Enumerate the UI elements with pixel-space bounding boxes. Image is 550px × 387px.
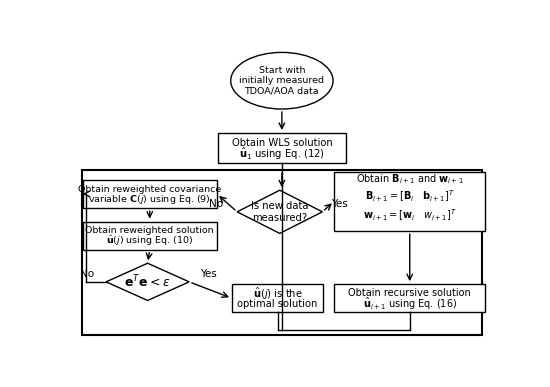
- Text: $\mathbf{B}_{i+1}=\left[\mathbf{B}_i \quad \mathbf{b}_{i+1}\right]^T$: $\mathbf{B}_{i+1}=\left[\mathbf{B}_i \qu…: [365, 188, 455, 204]
- Text: Is new data
measured?: Is new data measured?: [251, 201, 309, 223]
- Text: Yes: Yes: [200, 269, 217, 279]
- Text: Obtain reweighted solution: Obtain reweighted solution: [85, 226, 214, 235]
- Text: $\hat{\mathbf{u}}$($j$) is the: $\hat{\mathbf{u}}$($j$) is the: [252, 285, 302, 301]
- Text: $\hat{\mathbf{u}}_1$ using Eq. (12): $\hat{\mathbf{u}}_1$ using Eq. (12): [239, 146, 325, 162]
- Text: Obtain $\mathbf{B}_{i+1}$ and $\mathbf{w}_{i+1}$: Obtain $\mathbf{B}_{i+1}$ and $\mathbf{w…: [356, 172, 464, 186]
- Bar: [82, 180, 217, 208]
- Bar: [82, 221, 217, 250]
- Text: $\hat{\mathbf{u}}$($j$) using Eq. (10): $\hat{\mathbf{u}}$($j$) using Eq. (10): [106, 234, 194, 248]
- Bar: [218, 133, 346, 163]
- Text: Yes: Yes: [331, 199, 348, 209]
- Text: Start with
initially measured
TDOA/AOA data: Start with initially measured TDOA/AOA d…: [239, 66, 324, 96]
- Polygon shape: [237, 190, 322, 233]
- Ellipse shape: [231, 52, 333, 109]
- Bar: [334, 284, 486, 312]
- Text: Obtain recursive solution: Obtain recursive solution: [348, 288, 471, 298]
- Text: Obtain WLS solution: Obtain WLS solution: [232, 138, 332, 148]
- Text: optimal solution: optimal solution: [238, 299, 318, 308]
- Bar: [232, 284, 323, 312]
- Bar: [81, 170, 482, 336]
- Polygon shape: [106, 263, 189, 300]
- Bar: [334, 171, 486, 231]
- Text: Obtain reweighted covariance: Obtain reweighted covariance: [78, 185, 221, 194]
- Text: variable $\mathbf{C}$($j$) using Eq. (9): variable $\mathbf{C}$($j$) using Eq. (9): [89, 193, 211, 206]
- Text: No: No: [80, 269, 94, 279]
- Text: $\hat{\mathbf{u}}_{i+1}$ using Eq. (16): $\hat{\mathbf{u}}_{i+1}$ using Eq. (16): [362, 296, 457, 312]
- Text: $\mathbf{e}^T\mathbf{e} < \varepsilon$: $\mathbf{e}^T\mathbf{e} < \varepsilon$: [124, 274, 171, 290]
- Text: No: No: [209, 199, 223, 209]
- Text: $\mathbf{w}_{i+1}=\left[\mathbf{w}_i \quad w_{i+1}\right]^T$: $\mathbf{w}_{i+1}=\left[\mathbf{w}_i \qu…: [363, 207, 456, 223]
